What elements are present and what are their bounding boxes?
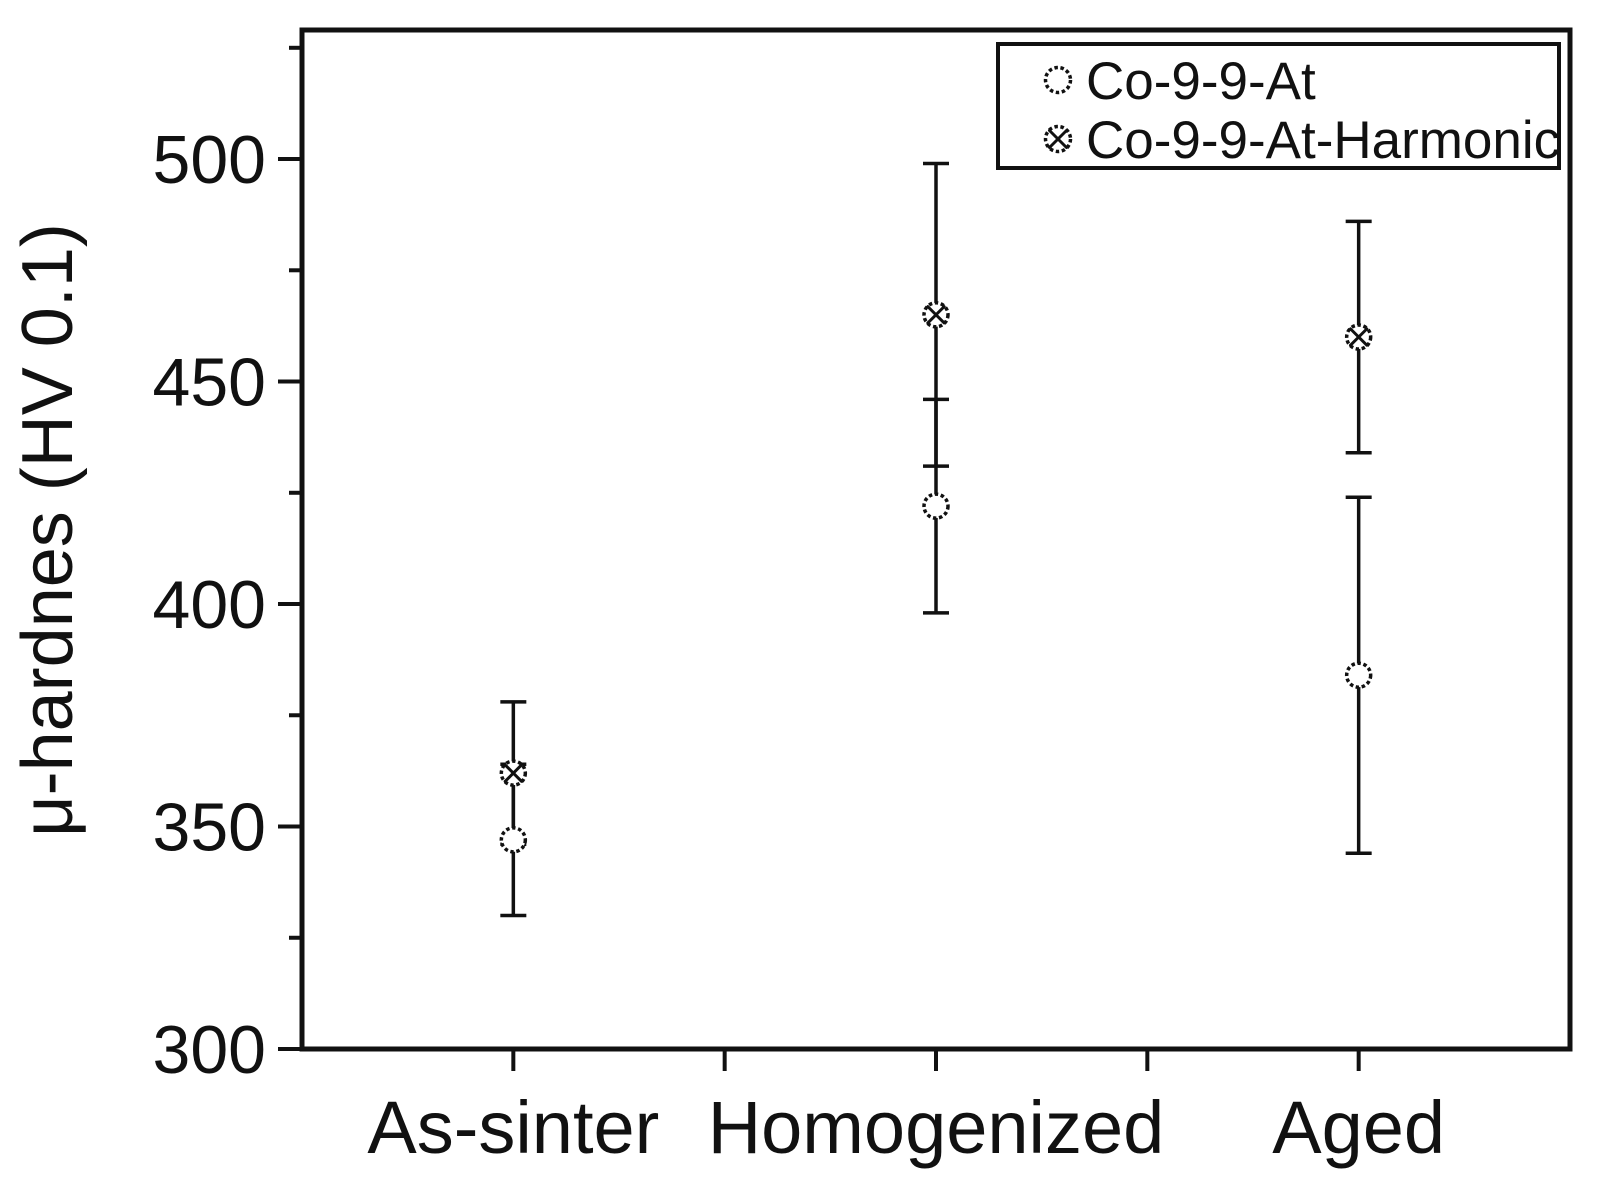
legend-marker-crossed-circle-cross	[1048, 129, 1068, 149]
y-axis-tick-label: 400	[153, 567, 266, 643]
data-point-crossed-circle-cross	[926, 305, 946, 325]
y-axis-tick-label: 450	[153, 345, 266, 421]
data-point-open-circle	[1344, 661, 1373, 689]
y-axis-tick-label: 300	[153, 1012, 266, 1088]
x-axis-category-label: Homogenized	[708, 1086, 1165, 1169]
y-axis-title: μ-hardnes (HV 0.1)	[8, 223, 88, 837]
legend-label: Co-9-9-At	[1086, 52, 1316, 111]
data-point-open-circle	[499, 826, 528, 854]
y-axis-tick-label: 500	[153, 122, 266, 198]
legend-box	[996, 42, 1561, 170]
legend-marker-open-circle	[1043, 65, 1073, 95]
data-point-crossed-circle-cross	[1349, 327, 1369, 347]
legend-label: Co-9-9-At-Harmonic	[1086, 111, 1560, 170]
x-axis-category-label: As-sinter	[367, 1086, 659, 1169]
x-axis-category-label: Aged	[1272, 1086, 1445, 1169]
y-axis-tick-label: 350	[153, 790, 266, 866]
data-point-open-circle	[922, 492, 950, 520]
data-point-crossed-circle-cross	[503, 763, 523, 783]
